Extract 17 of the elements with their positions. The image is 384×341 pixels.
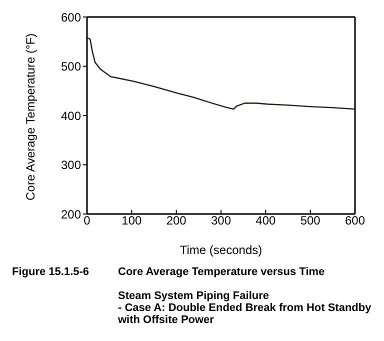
line-series: [87, 37, 355, 110]
x-tick-label: 400: [256, 214, 276, 228]
y-tick-label: 500: [60, 60, 82, 74]
y-tick-label: 300: [60, 158, 82, 172]
y-tick-label: 400: [60, 108, 82, 123]
x-tick-label: 300: [210, 214, 232, 228]
caption: Figure 15.1.5-6: [12, 266, 90, 278]
x-tick-label: 500: [300, 214, 321, 228]
x-tick-label: 600: [344, 214, 366, 228]
text: Core Average Temperature versus Time: [118, 266, 326, 278]
x-tick-label: 100: [122, 214, 142, 228]
x-axis-title: Time (seconds): [180, 243, 262, 257]
y-tick-label: 600: [60, 10, 82, 24]
y-axis-title: Core Average Temperature (°F): [23, 33, 38, 200]
text: Steam System Piping Failure - Case A: Double Ended Break from Hot Standby with Offsite Power: [118, 290, 372, 326]
x-tick-label: 200: [166, 214, 187, 228]
x-tick-label: 0: [84, 214, 91, 228]
